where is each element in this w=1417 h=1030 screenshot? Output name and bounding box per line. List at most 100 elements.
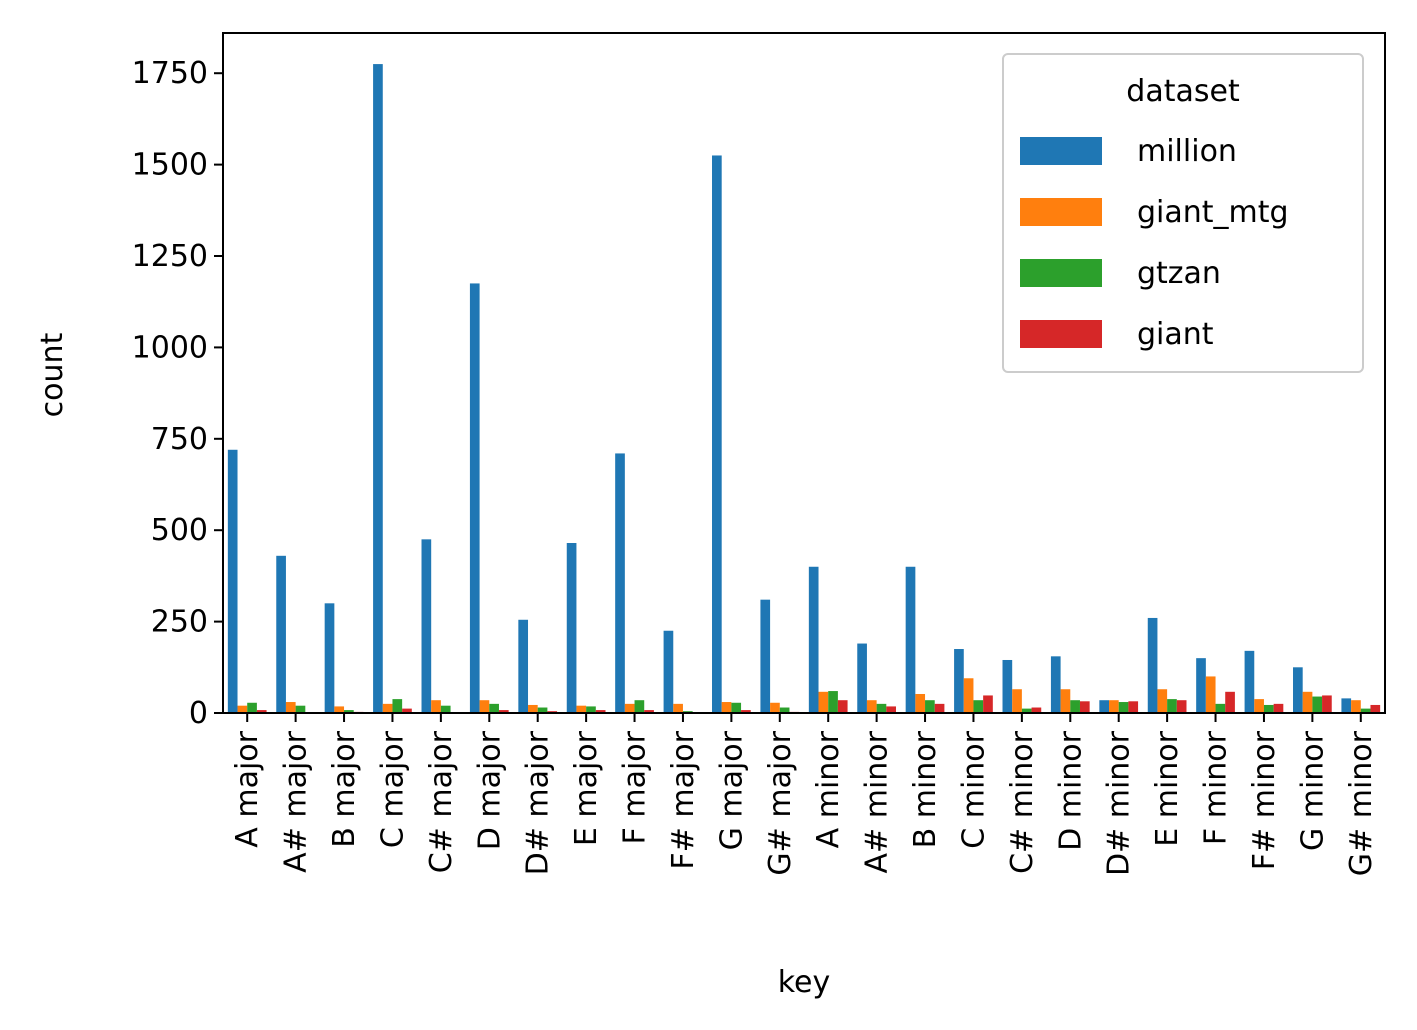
bar-giant-22 (1322, 695, 1332, 713)
x-tick-label: A major (230, 730, 265, 847)
bar-gtzan-16 (1021, 708, 1032, 713)
legend-label-gtzan: gtzan (1137, 256, 1221, 291)
x-tick-label: B major (327, 730, 362, 847)
bar-gtzan-20 (1215, 703, 1226, 713)
bar-giant_mtg-22 (1302, 691, 1313, 713)
x-tick-label: C# minor (1005, 730, 1040, 874)
bar-giant_mtg-11 (770, 702, 780, 713)
x-tick-label: A minor (811, 730, 846, 848)
bar-giant_mtg-8 (624, 703, 635, 713)
bar-million-21 (1244, 650, 1255, 713)
x-tick-label: F# major (666, 730, 701, 869)
bar-gtzan-10 (731, 702, 742, 713)
legend-swatch-giant (1020, 320, 1102, 348)
bar-gtzan-17 (1070, 700, 1080, 713)
bar-gtzan-8 (634, 700, 645, 713)
x-tick-label: B minor (908, 730, 943, 848)
y-tick-label: 750 (151, 422, 208, 457)
x-tick-label: C major (375, 730, 410, 848)
bar-gtzan-15 (973, 700, 984, 713)
bar-million-23 (1341, 698, 1352, 713)
bar-million-0 (227, 449, 238, 713)
bar-million-16 (1002, 659, 1013, 713)
bar-giant_mtg-9 (673, 703, 683, 713)
bar-million-14 (905, 566, 916, 713)
x-tick-label: F minor (1199, 730, 1234, 845)
y-tick-label: 1500 (132, 148, 208, 183)
bar-giant_mtg-17 (1060, 689, 1071, 713)
bar-giant_mtg-2 (334, 706, 345, 713)
bar-giant-18 (1128, 701, 1139, 713)
x-tick-label: C# major (424, 730, 459, 873)
bar-giant-12 (837, 700, 848, 713)
bar-million-2 (324, 603, 335, 713)
legend-label-million: million (1137, 134, 1237, 169)
bar-gtzan-12 (828, 691, 838, 713)
bar-giant_mtg-13 (866, 700, 877, 713)
bar-gtzan-6 (537, 707, 548, 713)
x-tick-label: E major (569, 730, 604, 846)
bar-million-10 (712, 155, 722, 714)
bar-million-1 (276, 555, 286, 713)
legend-label-giant_mtg: giant_mtg (1137, 195, 1289, 230)
bar-gtzan-23 (1360, 708, 1371, 713)
bar-million-6 (518, 619, 529, 713)
bar-gtzan-7 (586, 706, 596, 713)
x-tick-label: A# major (279, 730, 314, 872)
x-tick-label: D minor (1053, 730, 1088, 851)
bar-gtzan-19 (1167, 699, 1177, 713)
bar-giant-8 (644, 710, 654, 713)
bar-million-15 (954, 649, 964, 713)
x-tick-label: F major (618, 730, 653, 844)
bar-giant-13 (886, 706, 896, 713)
bar-giant-17 (1079, 701, 1090, 713)
bar-giant_mtg-16 (1012, 689, 1022, 713)
bar-giant-10 (741, 710, 751, 713)
bar-gtzan-14 (925, 700, 935, 713)
bar-giant-7 (595, 710, 606, 713)
bar-gtzan-3 (392, 699, 403, 713)
bar-gtzan-18 (1118, 702, 1129, 713)
bar-giant_mtg-15 (963, 678, 974, 713)
x-tick-label: D major (472, 730, 507, 850)
bar-giant_mtg-0 (237, 705, 248, 713)
bars-layer (227, 64, 1381, 714)
y-tick-label: 1750 (132, 56, 208, 91)
bar-million-8 (615, 453, 625, 713)
bar-giant-16 (1031, 707, 1042, 713)
bar-giant-0 (256, 710, 267, 713)
x-tick-label: G# major (763, 730, 798, 875)
bar-giant_mtg-12 (818, 691, 829, 713)
bar-million-4 (421, 539, 432, 713)
x-tick-label: D# minor (1102, 730, 1137, 876)
x-tick-label: E minor (1150, 730, 1185, 846)
bar-giant-20 (1225, 691, 1235, 713)
bar-gtzan-1 (295, 705, 306, 713)
bar-giant_mtg-19 (1157, 689, 1168, 713)
bar-giant-3 (402, 708, 412, 713)
bar-million-17 (1050, 656, 1061, 713)
bar-million-3 (373, 64, 383, 713)
bar-giant-19 (1176, 700, 1187, 713)
legend-swatch-million (1020, 137, 1102, 165)
bar-gtzan-0 (247, 702, 257, 713)
bar-giant-14 (934, 703, 945, 713)
x-tick-label: D# major (521, 730, 556, 875)
bar-million-12 (808, 566, 819, 713)
bar-gtzan-5 (489, 703, 499, 713)
bar-giant_mtg-21 (1254, 699, 1264, 713)
legend-label-giant: giant (1137, 317, 1214, 352)
x-tick-label: G minor (1295, 730, 1330, 851)
y-tick-label: 500 (151, 513, 208, 548)
bar-giant_mtg-10 (721, 702, 732, 713)
bar-giant-5 (498, 710, 509, 713)
bar-gtzan-2 (344, 710, 354, 713)
bar-giant_mtg-5 (479, 700, 490, 713)
bar-giant_mtg-23 (1351, 700, 1361, 713)
bar-million-18 (1099, 700, 1110, 713)
bar-giant_mtg-20 (1205, 676, 1216, 713)
y-tick-label: 250 (151, 605, 208, 640)
bar-giant-23 (1370, 704, 1381, 713)
bar-gtzan-21 (1263, 704, 1274, 713)
